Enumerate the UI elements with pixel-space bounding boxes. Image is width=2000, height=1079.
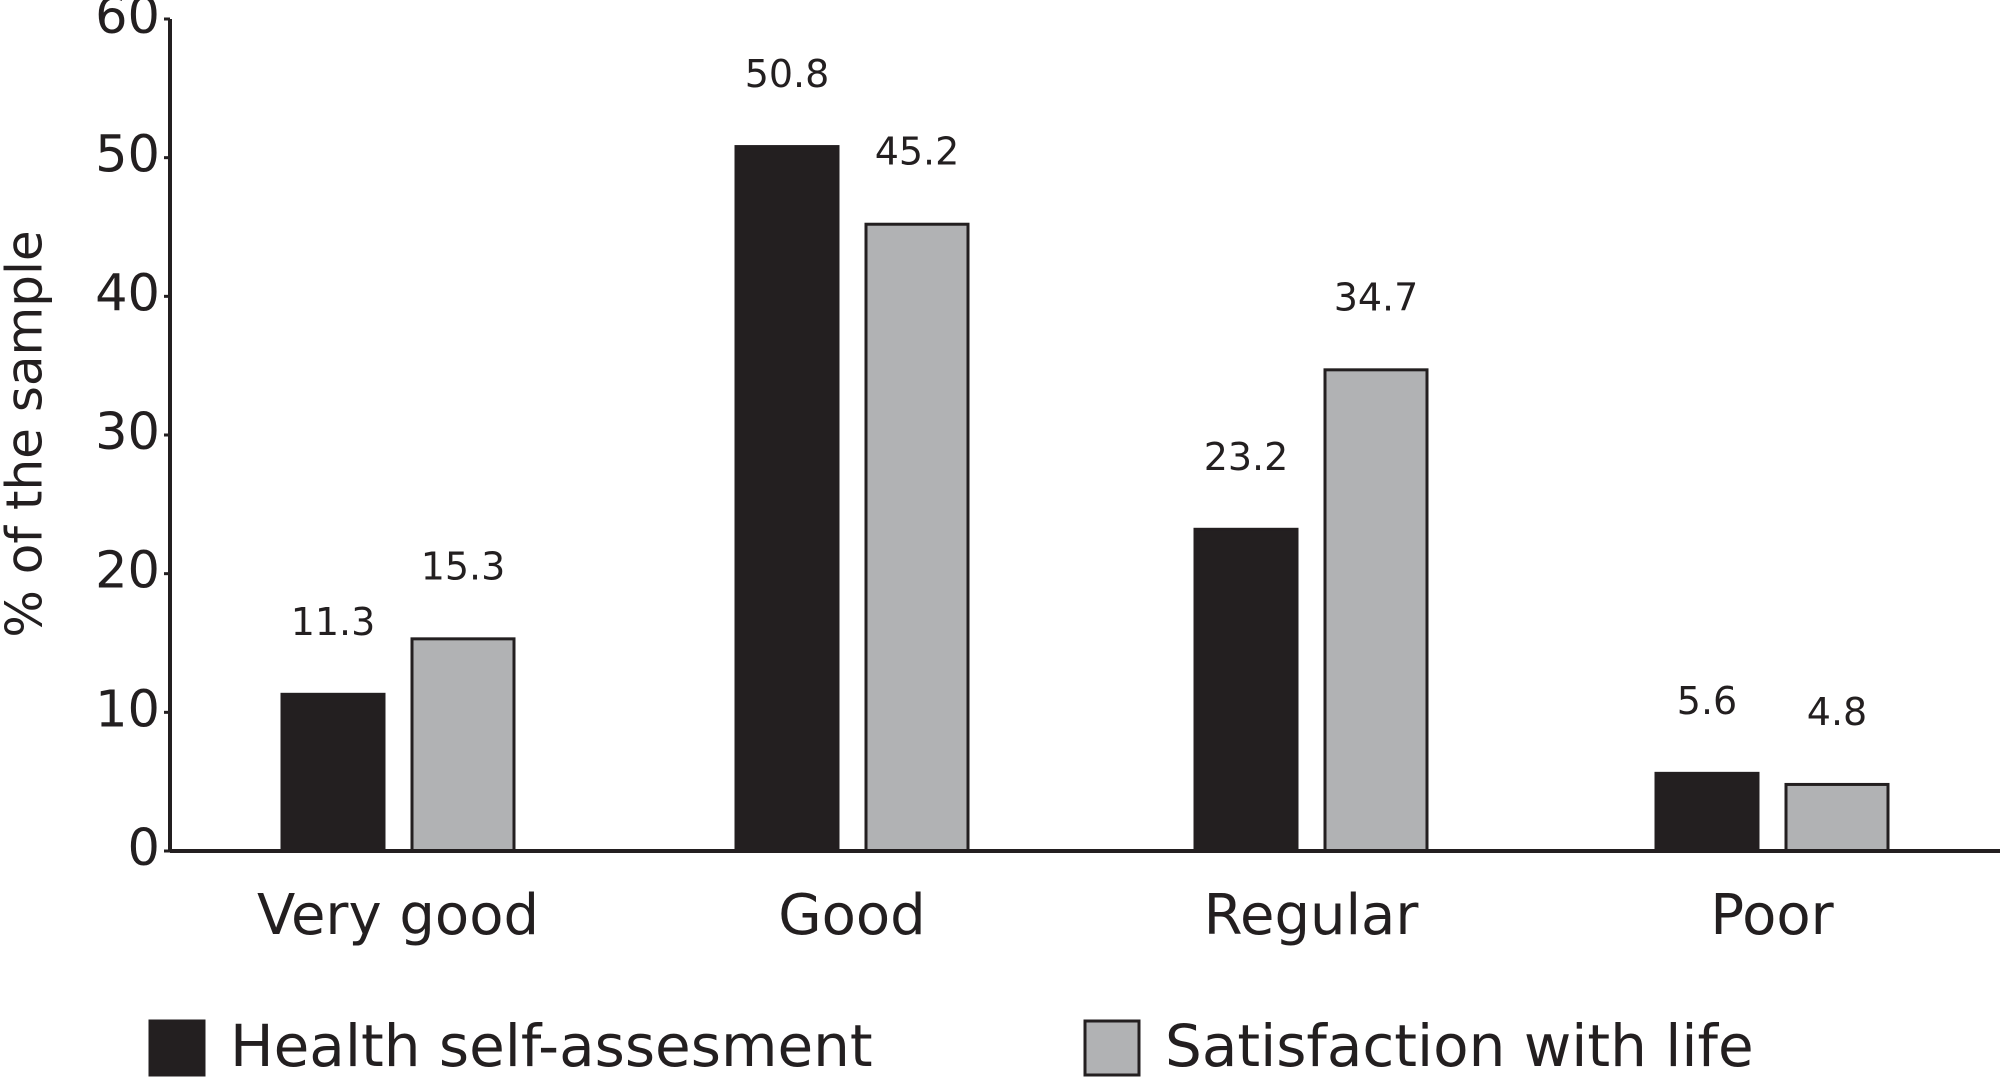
y-tick-label: 0 (128, 819, 160, 878)
y-axis-title: % of the sample (0, 230, 54, 637)
legend-label: Satisfaction with life (1165, 1012, 1754, 1079)
value-label: 34.7 (1334, 275, 1419, 319)
value-label: 23.2 (1204, 435, 1289, 479)
y-tick-label: 10 (95, 680, 160, 739)
bar (864, 222, 970, 853)
value-label: 50.8 (745, 52, 830, 96)
legend-label: Health self-assesment (230, 1012, 873, 1079)
y-tick-label: 60 (95, 0, 160, 46)
bar (280, 692, 386, 853)
value-label: 4.8 (1807, 690, 1867, 734)
value-label: 45.2 (875, 130, 960, 174)
y-tick-label: 40 (95, 264, 160, 323)
value-label: 11.3 (291, 600, 376, 644)
x-tick-label: Good (778, 883, 925, 948)
x-tick-label: Very good (257, 883, 539, 948)
legend-swatch (148, 1019, 206, 1077)
x-tick-label: Poor (1710, 883, 1834, 948)
bar (1654, 771, 1760, 853)
legend-swatch (1083, 1019, 1141, 1077)
bar (1784, 782, 1890, 853)
bar (410, 637, 516, 853)
x-tick-label: Regular (1204, 883, 1420, 948)
value-label: 15.3 (421, 544, 506, 588)
bar (734, 145, 840, 853)
value-label: 5.6 (1677, 679, 1737, 723)
y-tick-label: 30 (95, 403, 160, 462)
bar (1323, 368, 1429, 853)
y-tick-label: 20 (95, 542, 160, 601)
y-tick-label: 50 (95, 126, 160, 185)
bar (1193, 527, 1299, 853)
